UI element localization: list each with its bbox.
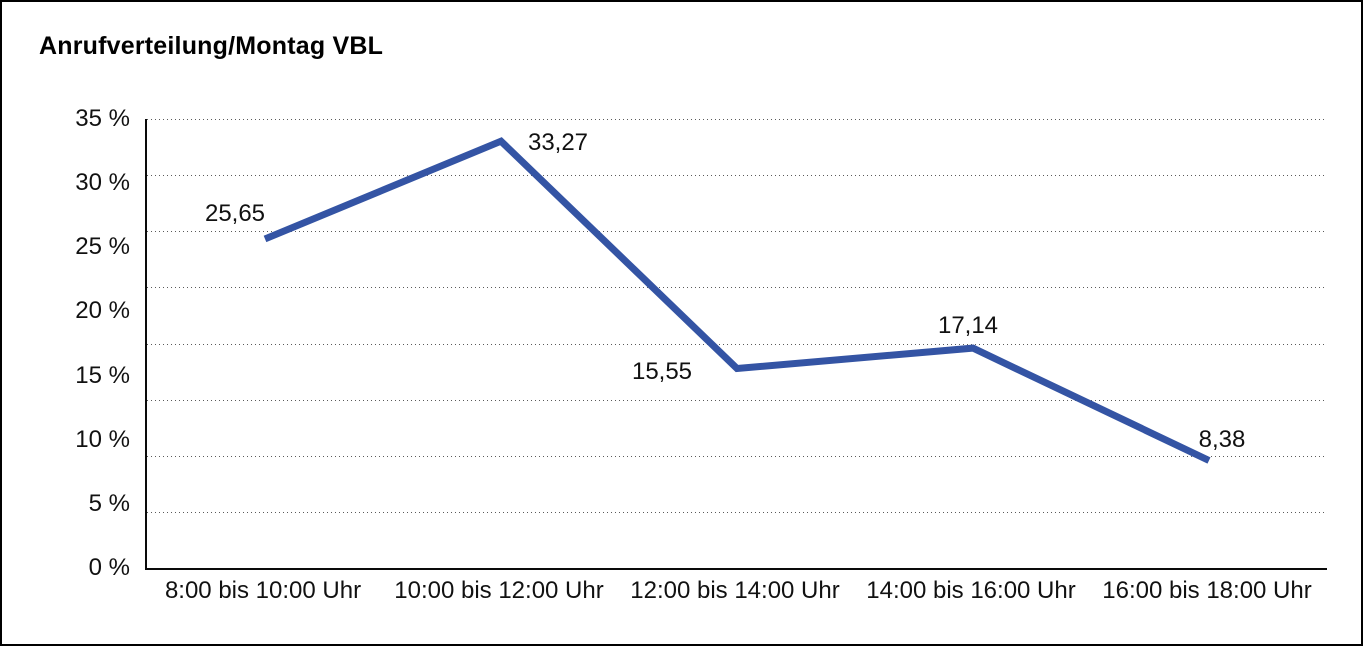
data-line	[263, 137, 1211, 464]
chart-title: Anrufverteilung/Montag VBL	[39, 32, 384, 60]
data-point-label: 15,55	[631, 357, 693, 385]
data-point-label: 33,27	[527, 129, 589, 157]
x-axis-tick-label: 10:00 bis 12:00 Uhr	[394, 577, 604, 604]
gridline-horizontal	[147, 399, 1327, 401]
gridline-horizontal	[147, 511, 1327, 513]
data-point-label: 25,65	[204, 199, 266, 227]
x-axis-tick-label: 8:00 bis 10:00 Uhr	[164, 577, 362, 604]
y-axis-tick-label: 15 %	[75, 361, 130, 389]
gridline-horizontal	[147, 119, 1327, 120]
gridline-horizontal	[147, 175, 1327, 177]
gridline-horizontal	[147, 231, 1327, 233]
x-axis-tick-label: 14:00 bis 16:00 Uhr	[866, 577, 1076, 604]
gridline-horizontal	[147, 343, 1327, 345]
y-axis-tick-label: 0 %	[88, 554, 130, 581]
y-axis-tick-label: 10 %	[75, 425, 130, 453]
x-axis-tick-label: 12:00 bis 14:00 Uhr	[630, 577, 840, 604]
y-axis-tick-label: 20 %	[75, 297, 130, 325]
data-point-label: 17,14	[937, 312, 999, 340]
y-axis-tick-label: 35 %	[75, 105, 130, 132]
gridline-horizontal	[147, 287, 1327, 289]
y-axis-tick-label: 25 %	[75, 233, 130, 261]
x-axis-tick-label: 16:00 bis 18:00 Uhr	[1102, 577, 1312, 604]
data-line-svg	[263, 137, 1211, 464]
y-axis-tick-label: 5 %	[88, 489, 130, 517]
data-point-label: 8,38	[1198, 426, 1246, 454]
gridline-horizontal	[147, 455, 1327, 457]
y-axis-tick-label: 30 %	[75, 169, 130, 197]
plot-area	[145, 119, 1327, 570]
